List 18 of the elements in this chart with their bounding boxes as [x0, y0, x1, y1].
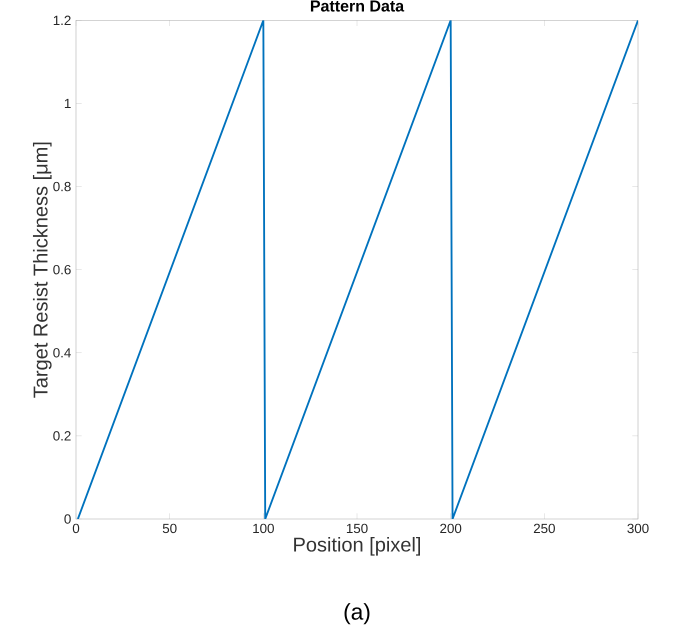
x-tick-label: 200 — [440, 524, 462, 534]
y-tick-label: 1.2 — [54, 16, 71, 25]
chart-title: Pattern Data — [310, 0, 404, 12]
x-tick-label: 300 — [627, 524, 649, 534]
y-tick-label: 0.4 — [53, 348, 71, 358]
text: (a) — [344, 603, 370, 624]
x-tick-label: 250 — [534, 524, 555, 534]
y-tick-label: 0.2 — [53, 431, 71, 441]
x-tick-label: 150 — [346, 524, 368, 534]
x-axis-title: Position [pixel] — [294, 536, 420, 556]
y-tick-label: 1 — [64, 98, 71, 108]
x-tick-label: 50 — [162, 524, 177, 534]
y-tick-label: 0.6 — [53, 264, 71, 274]
x-tick-label: 100 — [253, 524, 274, 534]
y-tick-label: 0.8 — [53, 182, 71, 192]
x-tick-label: 0 — [72, 524, 80, 534]
y-axis-title: Target Resist Thickness [μm] — [32, 142, 52, 398]
y-tick-label: 0 — [64, 514, 71, 524]
